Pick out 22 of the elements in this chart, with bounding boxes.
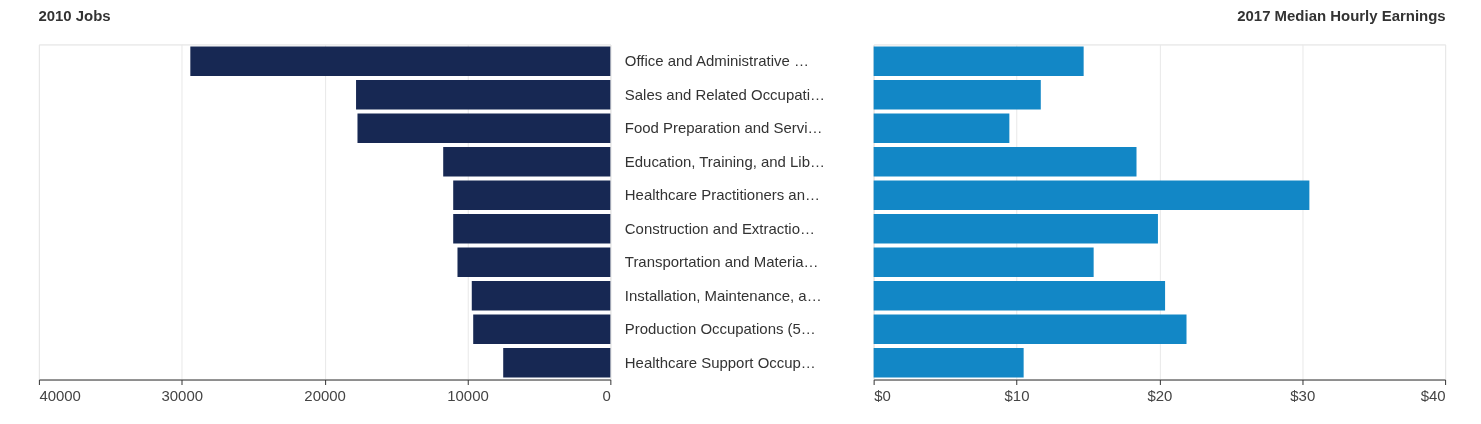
x-tick-label: 10000 xyxy=(447,386,489,404)
y-tick-label: Healthcare Practitioners an… xyxy=(624,186,820,204)
y-tick-label: Construction and Extractio… xyxy=(624,219,815,237)
x-tick-label: $10 xyxy=(1004,386,1030,404)
x-tick-label: 30000 xyxy=(161,386,204,404)
y-tick-label: Healthcare Support Occup… xyxy=(624,353,816,371)
y-tick-label: Food Preparation and Servi… xyxy=(624,119,823,137)
x-tick-label: $20 xyxy=(1147,386,1173,404)
x-tick-label: 40000 xyxy=(39,386,81,404)
y-tick-label: Sales and Related Occupati… xyxy=(624,85,825,103)
y-tick-label: Office and Administrative … xyxy=(624,52,809,70)
x-tick-label: $0 xyxy=(874,386,891,404)
x-tick-label: $30 xyxy=(1290,386,1316,404)
y-tick-label: Transportation and Materia… xyxy=(624,253,819,271)
chart-title: 2017 Median Hourly Earnings xyxy=(1237,7,1446,25)
y-tick-label: Installation, Maintenance, a… xyxy=(624,286,822,304)
y-tick-label: Education, Training, and Lib… xyxy=(624,152,825,170)
x-tick-label: 0 xyxy=(602,386,611,404)
y-tick-label: Production Occupations (5… xyxy=(624,320,816,338)
chart-title: 2010 Jobs xyxy=(38,7,111,25)
x-tick-label: 20000 xyxy=(304,386,346,404)
x-tick-label: $40 xyxy=(1420,386,1446,404)
